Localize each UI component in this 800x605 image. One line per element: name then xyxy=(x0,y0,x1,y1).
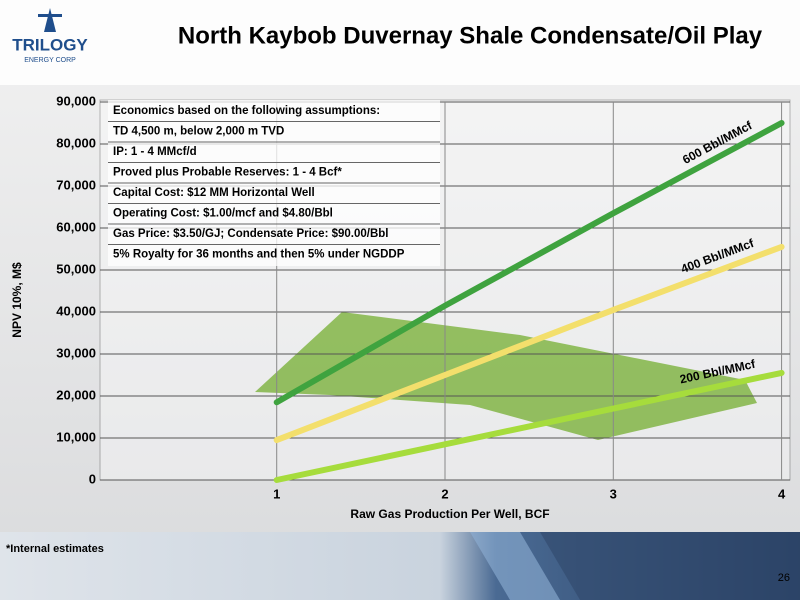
y-tick-label: 20,000 xyxy=(56,387,96,402)
y-tick-label: 40,000 xyxy=(56,303,96,318)
x-tick-label: 1 xyxy=(273,486,280,501)
x-tick-label: 2 xyxy=(441,486,448,501)
assumptions: Economics based on the following assumpt… xyxy=(108,105,440,261)
assumption-text: TD 4,500 m, below 2,000 m TVD xyxy=(113,126,284,138)
series-line xyxy=(273,120,785,406)
logo-derrick xyxy=(44,8,56,32)
logo: TRILOGY ENERGY CORP xyxy=(12,8,88,64)
y-tick-label: 30,000 xyxy=(56,345,96,360)
footnote: *Internal estimates xyxy=(6,543,104,555)
logo-name: TRILOGY xyxy=(12,35,88,54)
x-tick-label: 3 xyxy=(610,486,617,501)
x-tick-label: 4 xyxy=(778,486,786,501)
assumption-text: IP: 1 - 4 MMcf/d xyxy=(113,146,197,158)
series-line xyxy=(273,243,785,444)
header-band xyxy=(0,0,800,85)
logo-subtitle: ENERGY CORP xyxy=(24,57,76,64)
y-tick-label: 50,000 xyxy=(56,261,96,276)
assumption-text: Proved plus Probable Reserves: 1 - 4 Bcf… xyxy=(113,167,342,179)
assumption-text: Gas Price: $3.50/GJ; Condensate Price: $… xyxy=(113,228,389,240)
y-tick-label: 90,000 xyxy=(56,93,96,108)
assumption-text: Operating Cost: $1.00/mcf and $4.80/Bbl xyxy=(113,208,333,220)
y-tick-label: 80,000 xyxy=(56,135,96,150)
page-number: 26 xyxy=(778,572,790,584)
y-tick-label: 0 xyxy=(89,471,96,486)
x-axis-label: Raw Gas Production Per Well, BCF xyxy=(350,507,549,521)
y-tick-label: 60,000 xyxy=(56,219,96,234)
y-tick-label: 10,000 xyxy=(56,429,96,444)
logo-bar xyxy=(38,14,62,17)
assumption-text: Capital Cost: $12 MM Horizontal Well xyxy=(113,187,315,199)
footer-photo xyxy=(540,532,800,600)
assumption-text: 5% Royalty for 36 months and then 5% und… xyxy=(113,249,405,261)
y-tick-label: 70,000 xyxy=(56,177,96,192)
footer-chevron xyxy=(470,532,560,600)
y-axis-label: NPV 10%, M$ xyxy=(10,262,24,338)
chart-title: North Kaybob Duvernay Shale Condensate/O… xyxy=(178,22,763,49)
assumption-text: Economics based on the following assumpt… xyxy=(113,105,380,117)
series-line xyxy=(273,369,785,483)
